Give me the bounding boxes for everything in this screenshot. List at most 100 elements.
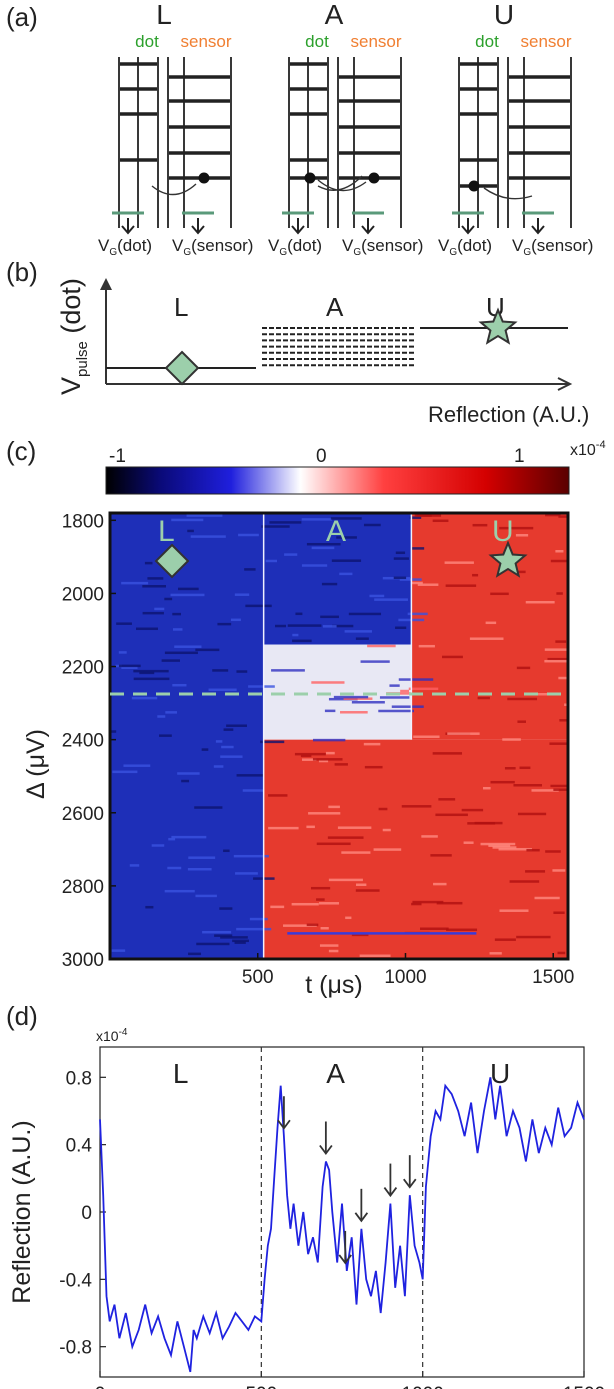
heatmap-noise bbox=[116, 622, 132, 625]
heatmap-noise bbox=[355, 883, 367, 887]
heatmap-noise bbox=[472, 523, 488, 527]
heatmap-noise bbox=[345, 916, 352, 920]
heatmap-noise bbox=[412, 900, 444, 904]
heatmap-noise bbox=[389, 684, 400, 687]
heatmap-noise bbox=[502, 738, 521, 741]
c-star-marker bbox=[488, 540, 528, 578]
y-tick-label: 2600 bbox=[62, 804, 104, 825]
heatmap-noise bbox=[310, 886, 331, 890]
heatmap-noise bbox=[324, 709, 336, 713]
heatmap-noise bbox=[395, 551, 406, 555]
heatmap-noise bbox=[364, 765, 383, 769]
heatmap-noise bbox=[544, 659, 568, 663]
heatmap-noise bbox=[292, 633, 299, 637]
d-x-tick-label: 500 bbox=[245, 1384, 277, 1389]
heatmap-noise bbox=[332, 624, 354, 628]
heatmap-noise bbox=[123, 764, 151, 767]
gate-arrow-head bbox=[461, 225, 475, 235]
peak-arrow bbox=[319, 1121, 333, 1155]
heatmap-noise bbox=[519, 766, 531, 770]
panel-d: (d) x10-4 0.8 0.4 0 -0.4 -0.8 0 500 1000 1500 L A… bbox=[6, 1001, 605, 1389]
c-xlabel: t (μs) bbox=[305, 971, 362, 999]
heatmap-noise bbox=[513, 784, 543, 787]
heatmap-noise bbox=[151, 844, 165, 847]
heatmap-noise bbox=[171, 835, 207, 839]
d-exponent: x10-4 bbox=[96, 1027, 128, 1044]
gate-dot-label: VG(dot) bbox=[98, 236, 152, 258]
heatmap-noise bbox=[318, 759, 329, 763]
panel-c: (c) -1 0 1 x10-4 L A U 1800 2000 2200 2400 2… bbox=[6, 436, 606, 999]
heatmap-noise bbox=[194, 806, 223, 809]
heatmap-noise bbox=[236, 774, 264, 777]
heatmap-noise bbox=[432, 752, 463, 755]
d-x-tick-label: 1000 bbox=[402, 1384, 444, 1389]
tunnel-arrow bbox=[151, 183, 197, 196]
dot-label: dot bbox=[135, 32, 159, 51]
heatmap-noise bbox=[398, 678, 434, 681]
heatmap-noise bbox=[118, 664, 141, 668]
heatmap-noise bbox=[325, 751, 335, 755]
heatmap-noise bbox=[534, 896, 560, 900]
heatmap-noise bbox=[129, 864, 140, 867]
heatmap-noise bbox=[446, 928, 478, 932]
heatmap-noise bbox=[223, 849, 230, 853]
peak-arrow-head bbox=[403, 1178, 417, 1189]
heatmap-noise bbox=[234, 941, 246, 944]
heatmap-noise bbox=[295, 612, 303, 616]
heatmap-noise bbox=[413, 735, 440, 738]
heatmap-noise bbox=[558, 676, 568, 680]
heatmap-noise bbox=[355, 637, 369, 640]
heatmap-noise bbox=[400, 689, 410, 693]
heatmap-noise bbox=[181, 779, 190, 783]
heatmap-noise bbox=[433, 882, 447, 886]
heatmap-noise bbox=[142, 611, 164, 615]
heatmap-noise bbox=[339, 572, 353, 576]
heatmap-noise bbox=[308, 812, 341, 815]
heatmap-noise bbox=[328, 878, 363, 882]
y-tick-label: 2200 bbox=[62, 658, 104, 679]
gate-dot-label: VG(dot) bbox=[438, 236, 492, 258]
heatmap-noise bbox=[509, 880, 540, 883]
d-y-tick-label: -0.8 bbox=[59, 1338, 92, 1359]
heatmap-noise bbox=[311, 546, 335, 550]
heatmap-noise bbox=[133, 669, 169, 673]
heatmap-noise bbox=[348, 612, 382, 616]
reflection-trace bbox=[99, 1077, 585, 1373]
star-marker bbox=[478, 307, 518, 345]
state-title: A bbox=[325, 0, 344, 30]
diamond-marker bbox=[164, 350, 200, 386]
peak-arrow-head bbox=[319, 1144, 333, 1155]
heatmap-noise bbox=[221, 745, 234, 749]
heatmap bbox=[110, 513, 568, 959]
heatmap-noise bbox=[333, 695, 369, 699]
heatmap-noise bbox=[549, 742, 568, 745]
heatmap-noise bbox=[249, 917, 268, 921]
heatmap-noise bbox=[393, 557, 409, 560]
heatmap-noise bbox=[121, 666, 138, 669]
heatmap-noise bbox=[311, 681, 345, 684]
heatmap-noise bbox=[516, 935, 551, 939]
heatmap-noise bbox=[188, 952, 202, 956]
heatmap-noise bbox=[485, 621, 497, 625]
heatmap-noise bbox=[269, 521, 302, 524]
heatmap-noise bbox=[417, 583, 439, 586]
heatmap-noise bbox=[331, 559, 362, 562]
heatmap-noise bbox=[378, 709, 414, 713]
heatmap-noise bbox=[367, 644, 396, 648]
dot-electron bbox=[468, 180, 480, 192]
heatmap-noise bbox=[300, 754, 312, 758]
heatmap-noise bbox=[220, 755, 243, 758]
heatmap-noise bbox=[490, 592, 509, 596]
peak-arrow bbox=[383, 1163, 398, 1198]
heatmap-noise bbox=[418, 644, 435, 648]
heatmap-noise bbox=[409, 516, 422, 519]
heatmap-noise bbox=[340, 711, 368, 714]
heatmap-noise bbox=[268, 794, 288, 797]
heatmap-noise bbox=[474, 821, 503, 825]
d-x-tick-label: 1500 bbox=[563, 1384, 605, 1389]
heatmap-noise bbox=[291, 902, 319, 906]
heatmap-noise bbox=[302, 758, 317, 761]
heatmap-noise bbox=[550, 784, 567, 788]
